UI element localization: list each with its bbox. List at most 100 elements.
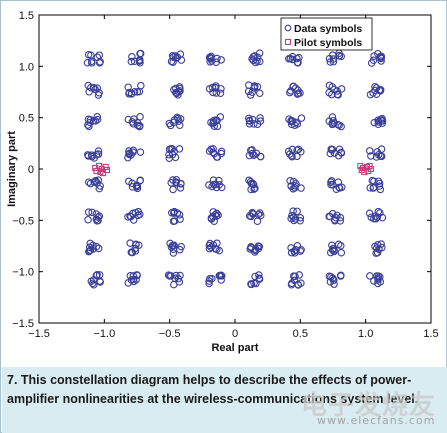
data-symbol-point <box>84 208 93 216</box>
data-symbol-point <box>133 183 141 191</box>
data-symbol-point <box>209 212 217 221</box>
data-symbol-point <box>216 89 225 97</box>
data-symbol-point <box>176 215 184 223</box>
data-symbol-point <box>96 278 104 286</box>
data-symbol-point <box>131 244 139 253</box>
data-symbol-point <box>130 57 139 65</box>
data-symbol-point <box>96 57 104 66</box>
data-symbol-point <box>332 214 340 222</box>
data-symbol-point <box>136 58 144 67</box>
data-symbol-point <box>287 182 295 190</box>
pilot-symbol-point <box>103 166 110 174</box>
data-symbol-point <box>172 88 180 97</box>
data-symbol-point <box>215 246 224 255</box>
data-symbol-point <box>325 54 334 63</box>
data-symbol-point <box>293 152 301 161</box>
data-symbol-point <box>164 271 173 279</box>
data-symbol-point <box>332 185 341 193</box>
data-symbol-point <box>335 184 344 192</box>
data-symbol-point <box>125 150 134 159</box>
data-symbol-point <box>89 241 97 250</box>
data-symbol-point <box>127 57 136 66</box>
data-symbol-point <box>253 217 262 225</box>
data-symbol-point <box>326 149 335 158</box>
data-symbol-point <box>248 55 256 63</box>
data-symbol-point <box>136 49 145 58</box>
data-symbol-point <box>208 182 216 191</box>
data-symbol-point <box>94 244 103 253</box>
data-symbol-point <box>330 246 338 254</box>
data-symbol-point <box>87 277 96 286</box>
y-axis-label: Imaginary part <box>6 131 18 207</box>
data-symbol-point <box>337 271 345 280</box>
data-symbol-point <box>177 56 186 64</box>
data-symbol-point <box>245 120 254 128</box>
legend-marker-pilot-symbols <box>284 38 292 46</box>
x-axis-label: Real part <box>211 342 258 354</box>
data-symbol-point <box>126 239 134 247</box>
data-symbol-point <box>88 208 96 217</box>
data-symbol-point <box>375 182 384 190</box>
data-symbol-point <box>136 112 144 121</box>
data-symbol-point <box>293 54 301 63</box>
pilot-symbol-point <box>97 169 104 176</box>
data-symbol-point <box>95 271 104 279</box>
x-tick-label: 1.0 <box>358 328 373 340</box>
data-symbol-point <box>248 146 256 154</box>
data-symbol-point <box>333 87 341 95</box>
data-symbol-point <box>87 83 95 92</box>
data-symbol-point <box>287 116 295 125</box>
data-symbol-point <box>335 52 344 60</box>
data-symbol-point <box>212 89 221 97</box>
data-points <box>83 49 387 289</box>
data-symbol-point <box>129 148 137 156</box>
data-symbol-point <box>330 119 338 127</box>
y-tick-label: −1.5 <box>12 318 34 330</box>
data-symbol-point <box>84 81 93 90</box>
x-tick-label: 0 <box>232 328 238 340</box>
data-symbol-point <box>327 146 336 154</box>
data-symbol-point <box>375 245 383 253</box>
data-symbol-point <box>176 184 185 192</box>
data-symbol-point <box>167 243 176 251</box>
data-symbol-point <box>248 208 257 217</box>
data-symbol-point <box>170 147 178 156</box>
data-symbol-point <box>378 119 387 128</box>
data-symbol-point <box>209 118 218 127</box>
caption-background <box>2 367 447 433</box>
data-symbol-point <box>286 176 294 185</box>
pilot-symbol-point <box>367 165 374 173</box>
data-symbol-point <box>373 213 382 221</box>
data-symbol-point <box>297 245 305 254</box>
data-symbol-point <box>337 241 345 250</box>
data-symbol-point <box>128 118 137 126</box>
data-symbol-point <box>369 56 378 64</box>
data-symbol-point <box>293 120 302 128</box>
data-symbol-point <box>373 49 382 58</box>
data-symbol-point <box>92 242 101 251</box>
data-symbol-point <box>377 57 385 65</box>
data-symbol-point <box>172 179 180 187</box>
data-symbol-point <box>209 208 217 216</box>
data-symbol-point <box>255 57 264 66</box>
data-symbol-point <box>296 214 305 222</box>
data-symbol-point <box>251 246 260 255</box>
data-symbol-point <box>91 85 100 94</box>
data-symbol-point <box>253 120 262 129</box>
data-symbol-point <box>172 89 181 98</box>
data-symbol-point <box>378 114 386 123</box>
data-symbol-point <box>373 272 381 280</box>
data-symbol-point <box>217 276 225 284</box>
data-symbol-point <box>90 178 98 186</box>
axis-ticks: −1.5 −1.0 −0.5 0 0.5 1.0 1.5 1.5 1.0 0.5 0 −0.5 −1.0… <box>12 10 438 340</box>
data-symbol-point <box>337 122 345 131</box>
data-symbol-point <box>94 150 103 158</box>
data-symbol-point <box>175 83 184 91</box>
data-symbol-point <box>376 86 385 94</box>
data-symbol-point <box>170 280 178 289</box>
data-symbol-point <box>293 59 302 67</box>
y-tick-label: 1.5 <box>19 10 34 22</box>
data-symbol-point <box>256 152 265 161</box>
data-symbol-point <box>210 122 219 131</box>
